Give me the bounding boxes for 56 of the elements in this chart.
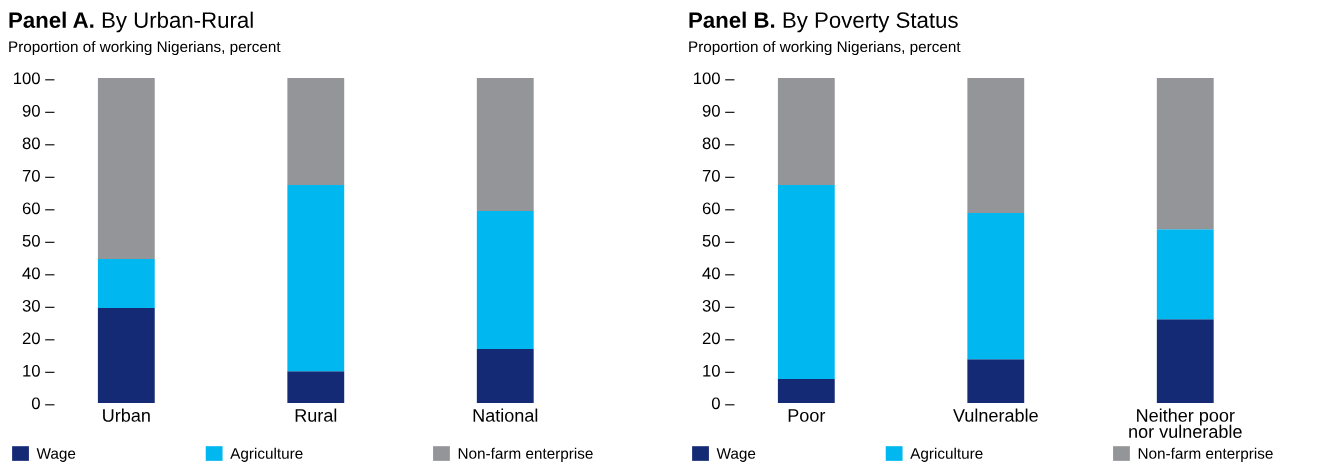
y-tick-label: 90 – [22,104,55,117]
y-tick-label: 60 – [22,202,55,215]
legend-label: Agriculture [910,447,983,462]
bar [777,78,835,185]
x-tick-label: National [473,408,538,422]
y-tick-label: 60 – [702,202,735,215]
chart-title: Panel B. By Poverty Status [689,11,958,33]
x-tick-label: Neither poor nor vulnerable [1129,408,1242,438]
bar [97,308,155,403]
y-tick-label: 70 – [702,169,735,182]
bar [1156,229,1214,320]
y-tick-label: 20 – [22,332,55,345]
y-tick-label: 80 – [22,137,55,150]
bar [97,78,155,260]
bar [967,359,1025,403]
y-tick-label: 0 – [31,397,55,410]
y-tick-label: 30 – [702,299,735,312]
chart-subtitle: Proportion of working Nigerians, percent [9,40,281,56]
legend-label: Wage [716,448,756,462]
y-tick-label: 10 – [23,364,55,377]
bar [287,184,345,372]
y-tick-label: 0 – [711,397,735,410]
bar [967,212,1025,360]
y-tick-label: 100 – [14,72,55,85]
legend-label: Non-farm enterprise [458,447,593,462]
bar [967,78,1025,213]
x-tick-label: Urban [103,408,150,422]
y-tick-label: 30 – [22,299,55,312]
bar [1156,78,1214,230]
bar [777,378,835,403]
y-tick-label: 70 – [22,169,55,182]
y-tick-label: 50 – [22,234,55,247]
y-tick-label: 40 – [702,267,735,280]
legend-label: Agriculture [230,447,303,462]
y-tick-label: 100 – [694,72,735,85]
legend-label: Non-farm enterprise [1138,447,1273,462]
chart-title: Panel A. By Urban-Rural [9,11,253,33]
bar [476,349,534,403]
bar [476,210,534,350]
x-tick-label: Rural [295,408,337,422]
y-tick-label: 90 – [702,104,735,117]
bar [287,371,345,403]
bar [476,78,534,211]
legend-label: Wage [36,448,76,462]
bar [287,78,345,185]
bar [777,184,835,379]
y-tick-label: 50 – [702,234,735,247]
y-tick-label: 10 – [703,364,735,377]
y-tick-label: 40 – [22,267,55,280]
bar [1156,319,1214,403]
x-tick-label: Poor [788,409,826,422]
chart-subtitle: Proportion of working Nigerians, percent [689,40,961,56]
bar [97,259,155,309]
x-tick-label: Vulnerable [953,408,1038,422]
y-tick-label: 80 – [702,137,735,150]
y-tick-label: 20 – [702,332,735,345]
